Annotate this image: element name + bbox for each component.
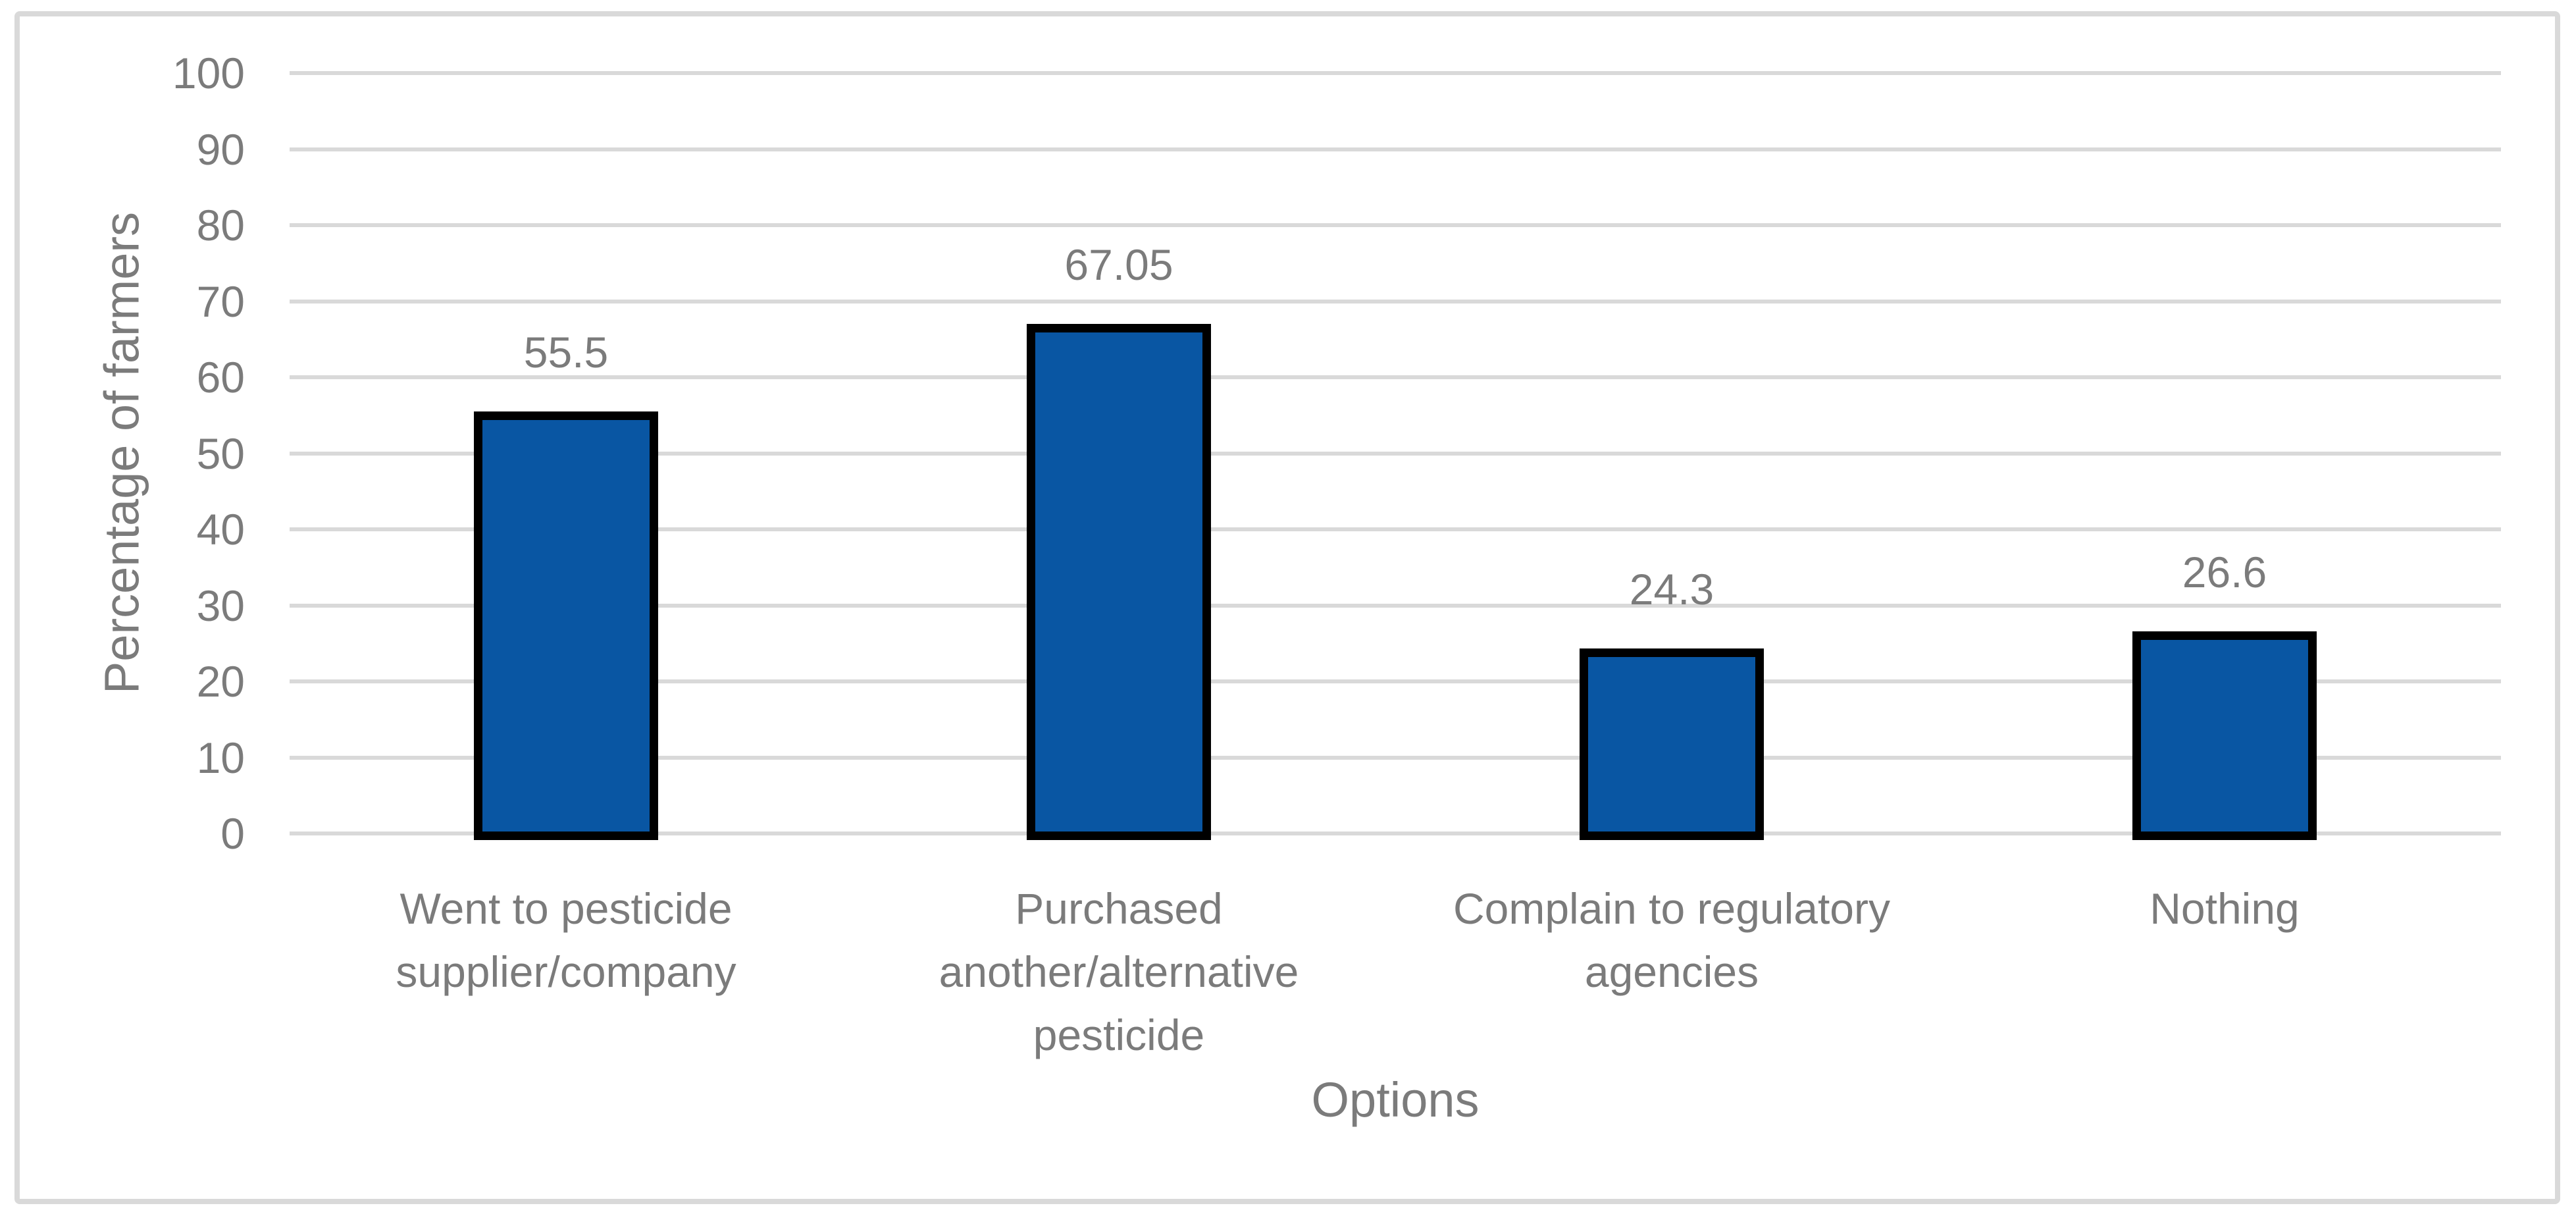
y-tick-label: 100 [172,49,245,97]
category-label: Complain to regulatory agencies [1453,884,1890,996]
category-label: Purchased another/alternative pesticide [939,884,1299,1059]
gridline [290,679,2501,683]
bar-data-label: 26.6 [2182,547,2267,596]
gridline [290,831,2501,835]
y-tick-label: 70 [196,277,245,326]
category-label: Nothing [2150,884,2300,933]
gridline [290,375,2501,379]
gridline [290,223,2501,227]
y-tick-label: 30 [196,581,245,630]
bar-1 [474,411,658,840]
plot-area [290,71,2501,840]
bar-4 [2132,631,2317,840]
bar-data-label: 24.3 [1629,565,1714,614]
gridline [290,147,2501,151]
gridline [290,71,2501,75]
bar-2 [1027,323,1211,840]
gridline [290,299,2501,304]
bar-data-label: 67.05 [1064,240,1173,289]
y-tick-label: 10 [196,733,245,782]
y-tick-label: 20 [196,657,245,706]
bar-3 [1580,648,1764,840]
x-axis-title: Options [1311,1072,1480,1127]
y-tick-label: 40 [196,505,245,554]
chart-frame [14,11,2560,1204]
gridline [290,527,2501,531]
gridline [290,451,2501,456]
y-tick-label: 90 [196,124,245,174]
gridline [290,603,2501,608]
bar-data-label: 55.5 [523,327,609,377]
gridline [290,755,2501,760]
y-tick-label: 60 [196,353,245,402]
category-label: Went to pesticide supplier/company [396,884,736,996]
y-tick-label: 0 [220,809,245,858]
y-tick-label: 50 [196,429,245,478]
y-tick-label: 80 [196,201,245,250]
